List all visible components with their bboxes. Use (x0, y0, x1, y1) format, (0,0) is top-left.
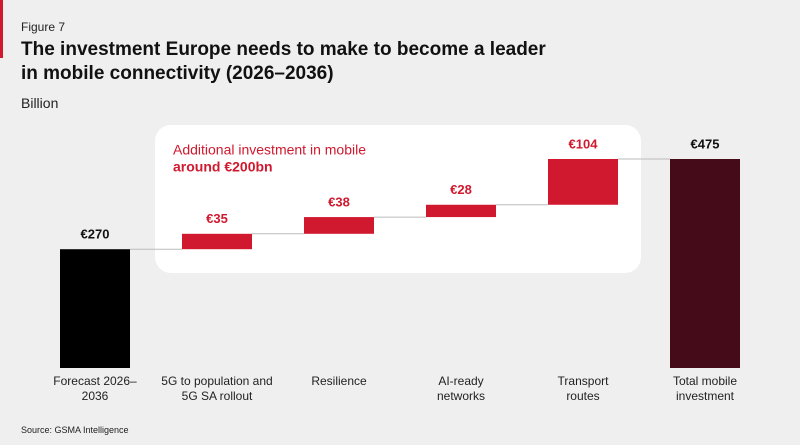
bar (426, 204, 496, 218)
bar (670, 159, 740, 368)
annotation: around €200bn (173, 159, 273, 175)
bar (60, 249, 130, 368)
unit-label: Billion (21, 95, 59, 111)
x-tick-label: 5G to population and 5G SA rollout (161, 374, 273, 403)
bar (304, 217, 374, 234)
value-label: €270 (81, 227, 110, 242)
accent (0, 0, 3, 58)
x-tick-label: Transport routes (557, 374, 609, 403)
source: Source: GSMA Intelligence (21, 425, 129, 435)
x-tick-label: Forecast 2026–2036 (53, 374, 137, 403)
value-label: €475 (691, 136, 720, 151)
bar (548, 159, 618, 205)
value-label: €104 (569, 136, 599, 151)
bar (182, 233, 252, 250)
figure-label: Figure 7 (21, 20, 66, 34)
value-label: €28 (450, 182, 472, 197)
annotation: Additional investment in mobile (173, 142, 366, 158)
value-label: €35 (206, 211, 228, 226)
x-tick-label: AI-ready networks (436, 374, 486, 403)
x-tick-label: Total mobile investment (672, 374, 738, 403)
x-tick-label: Resilience (311, 374, 367, 388)
value-label: €38 (328, 195, 350, 210)
annotation-box (155, 125, 641, 273)
chart-title: The investment Europe needs to make to b… (21, 39, 546, 84)
